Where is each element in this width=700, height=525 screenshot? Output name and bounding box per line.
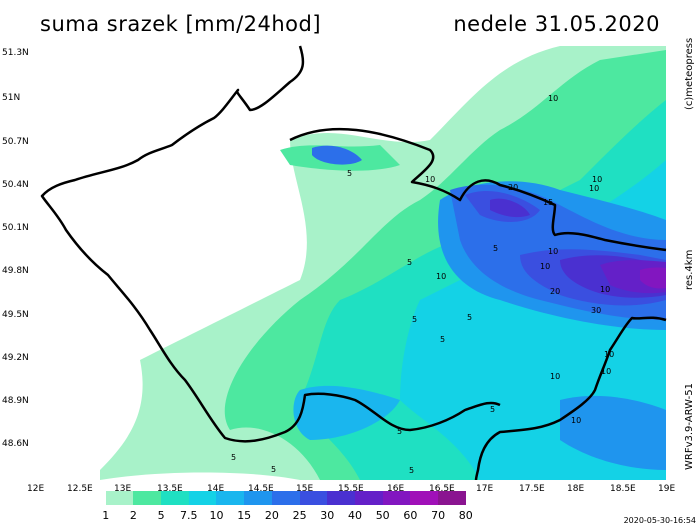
lon-tick-label: 19E [658, 484, 676, 494]
resolution-label: res.4km [684, 249, 695, 290]
legend-label: 1 [102, 509, 110, 522]
country-borders [40, 45, 667, 481]
lon-tick-label: 14E [207, 484, 225, 494]
color-legend: 1 2 5 7.5 10 15 20 25 30 40 50 60 70 80 [78, 491, 473, 522]
lat-tick-label: 50.1N [2, 223, 29, 233]
legend-swatch [354, 491, 383, 505]
legend-label: 70 [431, 509, 446, 522]
legend-label: 20 [264, 509, 279, 522]
legend-swatch [244, 491, 272, 505]
lon-tick-label: 13.5E [157, 484, 183, 494]
run-timestamp: 2020-05-30-16:54 [623, 516, 696, 525]
legend-label: 30 [320, 509, 335, 522]
legend-label: 60 [403, 509, 418, 522]
legend-swatch [216, 491, 245, 505]
lat-tick-label: 49.2N [2, 353, 29, 363]
forecast-date: nedele 31.05.2020 [453, 12, 660, 36]
lon-tick-label: 12.5E [67, 484, 93, 494]
lon-tick-label: 17.5E [519, 484, 545, 494]
legend-swatches [78, 491, 466, 505]
copyright-label: (c)meteopress [684, 37, 695, 110]
legend-swatch [410, 491, 438, 505]
legend-swatch [382, 491, 411, 505]
lon-tick-label: 16E [387, 484, 405, 494]
legend-swatch [78, 491, 106, 505]
legend-label: 80 [458, 509, 473, 522]
lon-tick-label: 18.5E [610, 484, 636, 494]
legend-swatch [327, 491, 355, 505]
legend-label: 15 [237, 509, 252, 522]
lon-tick-label: 18E [567, 484, 585, 494]
model-label: WRFv3.9-ARW-51 [684, 383, 695, 470]
legend-label: 25 [292, 509, 307, 522]
legend-swatch [437, 491, 466, 505]
lat-tick-label: 50.7N [2, 137, 29, 147]
lon-tick-label: 13E [114, 484, 132, 494]
legend-label: 7.5 [180, 509, 198, 522]
lon-tick-label: 17E [476, 484, 494, 494]
legend-label: 10 [209, 509, 224, 522]
legend-swatch [133, 491, 162, 505]
legend-swatch [271, 491, 300, 505]
lon-tick-label: 15.5E [338, 484, 364, 494]
lat-tick-label: 49.5N [2, 310, 29, 320]
lat-tick-label: 50.4N [2, 180, 29, 190]
lat-tick-label: 51.3N [2, 48, 29, 58]
legend-swatch [105, 491, 134, 505]
lon-tick-label: 15E [296, 484, 314, 494]
lat-tick-label: 48.9N [2, 396, 29, 406]
precipitation-field [100, 46, 666, 480]
lat-tick-label: 51N [2, 93, 21, 103]
legend-label: 50 [375, 509, 390, 522]
lat-tick-label: 48.6N [2, 439, 29, 449]
legend-label: 5 [157, 509, 165, 522]
legend-swatch [299, 491, 328, 505]
legend-swatch [161, 491, 189, 505]
lon-tick-label: 12E [27, 484, 45, 494]
map-title: suma srazek [mm/24hod] [40, 12, 322, 36]
lat-tick-label: 49.8N [2, 266, 29, 276]
lon-tick-label: 16.5E [429, 484, 455, 494]
legend-label: 40 [348, 509, 362, 522]
lon-tick-label: 14.5E [248, 484, 274, 494]
legend-label: 2 [129, 509, 137, 522]
legend-swatch [188, 491, 217, 505]
